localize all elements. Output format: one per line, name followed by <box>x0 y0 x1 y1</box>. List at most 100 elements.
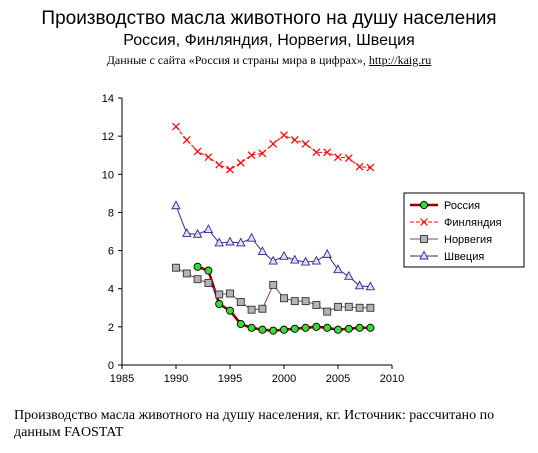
chart-title: Производство масла животного на душу нас… <box>41 8 497 29</box>
data-point <box>226 289 234 298</box>
data-point <box>204 279 213 287</box>
y-tick-label: 2 <box>108 322 114 334</box>
data-point <box>355 303 364 312</box>
data-point <box>323 307 332 316</box>
data-point <box>203 224 214 234</box>
data-point <box>355 323 364 332</box>
legend-marker <box>420 235 428 243</box>
series-line <box>175 205 371 288</box>
data-point <box>236 298 245 307</box>
data-point <box>182 269 191 278</box>
data-point <box>312 148 321 157</box>
y-tick-label: 12 <box>102 131 114 143</box>
x-tick-label: 1985 <box>110 373 134 385</box>
data-point <box>247 305 256 314</box>
data-point <box>290 136 299 144</box>
data-point <box>269 326 278 335</box>
legend-label: Норвегия <box>444 234 492 246</box>
data-point <box>311 255 322 265</box>
legend-marker <box>419 200 429 210</box>
data-point <box>344 270 354 280</box>
data-point <box>214 237 224 247</box>
data-point <box>247 151 256 160</box>
data-point <box>215 160 224 169</box>
data-point <box>344 154 353 162</box>
data-point <box>300 256 311 266</box>
source-prefix: Данные с сайта «Россия и страны мира в ц… <box>106 53 369 67</box>
data-point <box>322 248 332 258</box>
data-point <box>366 323 375 332</box>
data-point <box>323 148 332 157</box>
y-tick-label: 6 <box>108 246 114 258</box>
data-point <box>333 325 343 334</box>
data-point <box>236 237 246 247</box>
data-point <box>280 131 288 140</box>
data-point <box>215 299 224 309</box>
data-point <box>215 290 224 299</box>
y-tick-label: 14 <box>102 93 114 105</box>
data-point <box>344 302 353 311</box>
figure-caption: Производство масла животного на душу нас… <box>14 408 495 440</box>
y-tick-label: 0 <box>108 360 114 372</box>
data-point <box>333 264 343 274</box>
data-point <box>258 304 267 313</box>
data-point <box>236 158 245 167</box>
data-point <box>290 324 299 333</box>
data-point <box>366 303 375 312</box>
data-point <box>312 300 321 309</box>
data-point <box>279 250 289 260</box>
data-point <box>258 325 267 334</box>
data-point <box>204 153 213 162</box>
data-point <box>301 297 310 306</box>
data-point <box>172 263 180 272</box>
data-point <box>171 200 181 210</box>
data-point <box>193 262 202 271</box>
data-point <box>172 122 180 131</box>
legend-marker <box>419 250 429 260</box>
data-point <box>225 236 235 246</box>
x-tick-label: 2010 <box>380 373 404 385</box>
data-point <box>312 322 321 331</box>
data-point <box>204 266 213 275</box>
data-point <box>344 324 353 333</box>
legend-label: Россия <box>444 200 480 212</box>
data-point <box>193 147 202 156</box>
legend-marker <box>420 218 428 226</box>
line-chart: 0 2 4 6 8 10 12 14 1985 1990 1995 2000 2005 2010 Росси… <box>102 93 525 385</box>
data-point <box>279 325 289 334</box>
source-link[interactable]: http://kaig.ru <box>368 53 432 67</box>
y-tick-label: 8 <box>108 207 114 219</box>
data-point <box>334 302 342 311</box>
data-point <box>193 275 202 284</box>
data-point <box>246 232 257 242</box>
data-point <box>268 255 278 265</box>
data-point <box>269 280 278 289</box>
data-point <box>247 323 256 332</box>
data-point <box>366 163 375 172</box>
x-tick-label: 2005 <box>326 373 350 385</box>
legend-label: Финляндия <box>444 217 502 229</box>
data-point <box>365 281 376 291</box>
y-tick-label: 4 <box>108 284 114 296</box>
y-tick-label: 10 <box>102 169 114 181</box>
chart-subtitle: Россия, Финляндия, Норвегия, Швеция <box>123 32 415 49</box>
legend-label: Швеция <box>444 251 484 263</box>
data-point <box>323 323 332 332</box>
data-point <box>182 227 192 237</box>
data-point <box>301 323 310 332</box>
source-line: Данные с сайта «Россия и страны мира в ц… <box>0 53 538 68</box>
data-point <box>355 162 364 171</box>
data-point <box>182 136 191 144</box>
data-point <box>334 153 342 162</box>
x-tick-label: 1990 <box>164 373 188 385</box>
data-point <box>225 306 235 315</box>
data-point <box>257 246 268 255</box>
x-tick-label: 2000 <box>272 373 296 385</box>
x-tick-label: 1995 <box>218 373 242 385</box>
data-point <box>290 297 299 306</box>
data-point <box>236 319 245 329</box>
data-point <box>258 149 267 158</box>
data-point <box>280 294 288 303</box>
data-point <box>192 228 203 238</box>
series-line <box>175 126 371 171</box>
